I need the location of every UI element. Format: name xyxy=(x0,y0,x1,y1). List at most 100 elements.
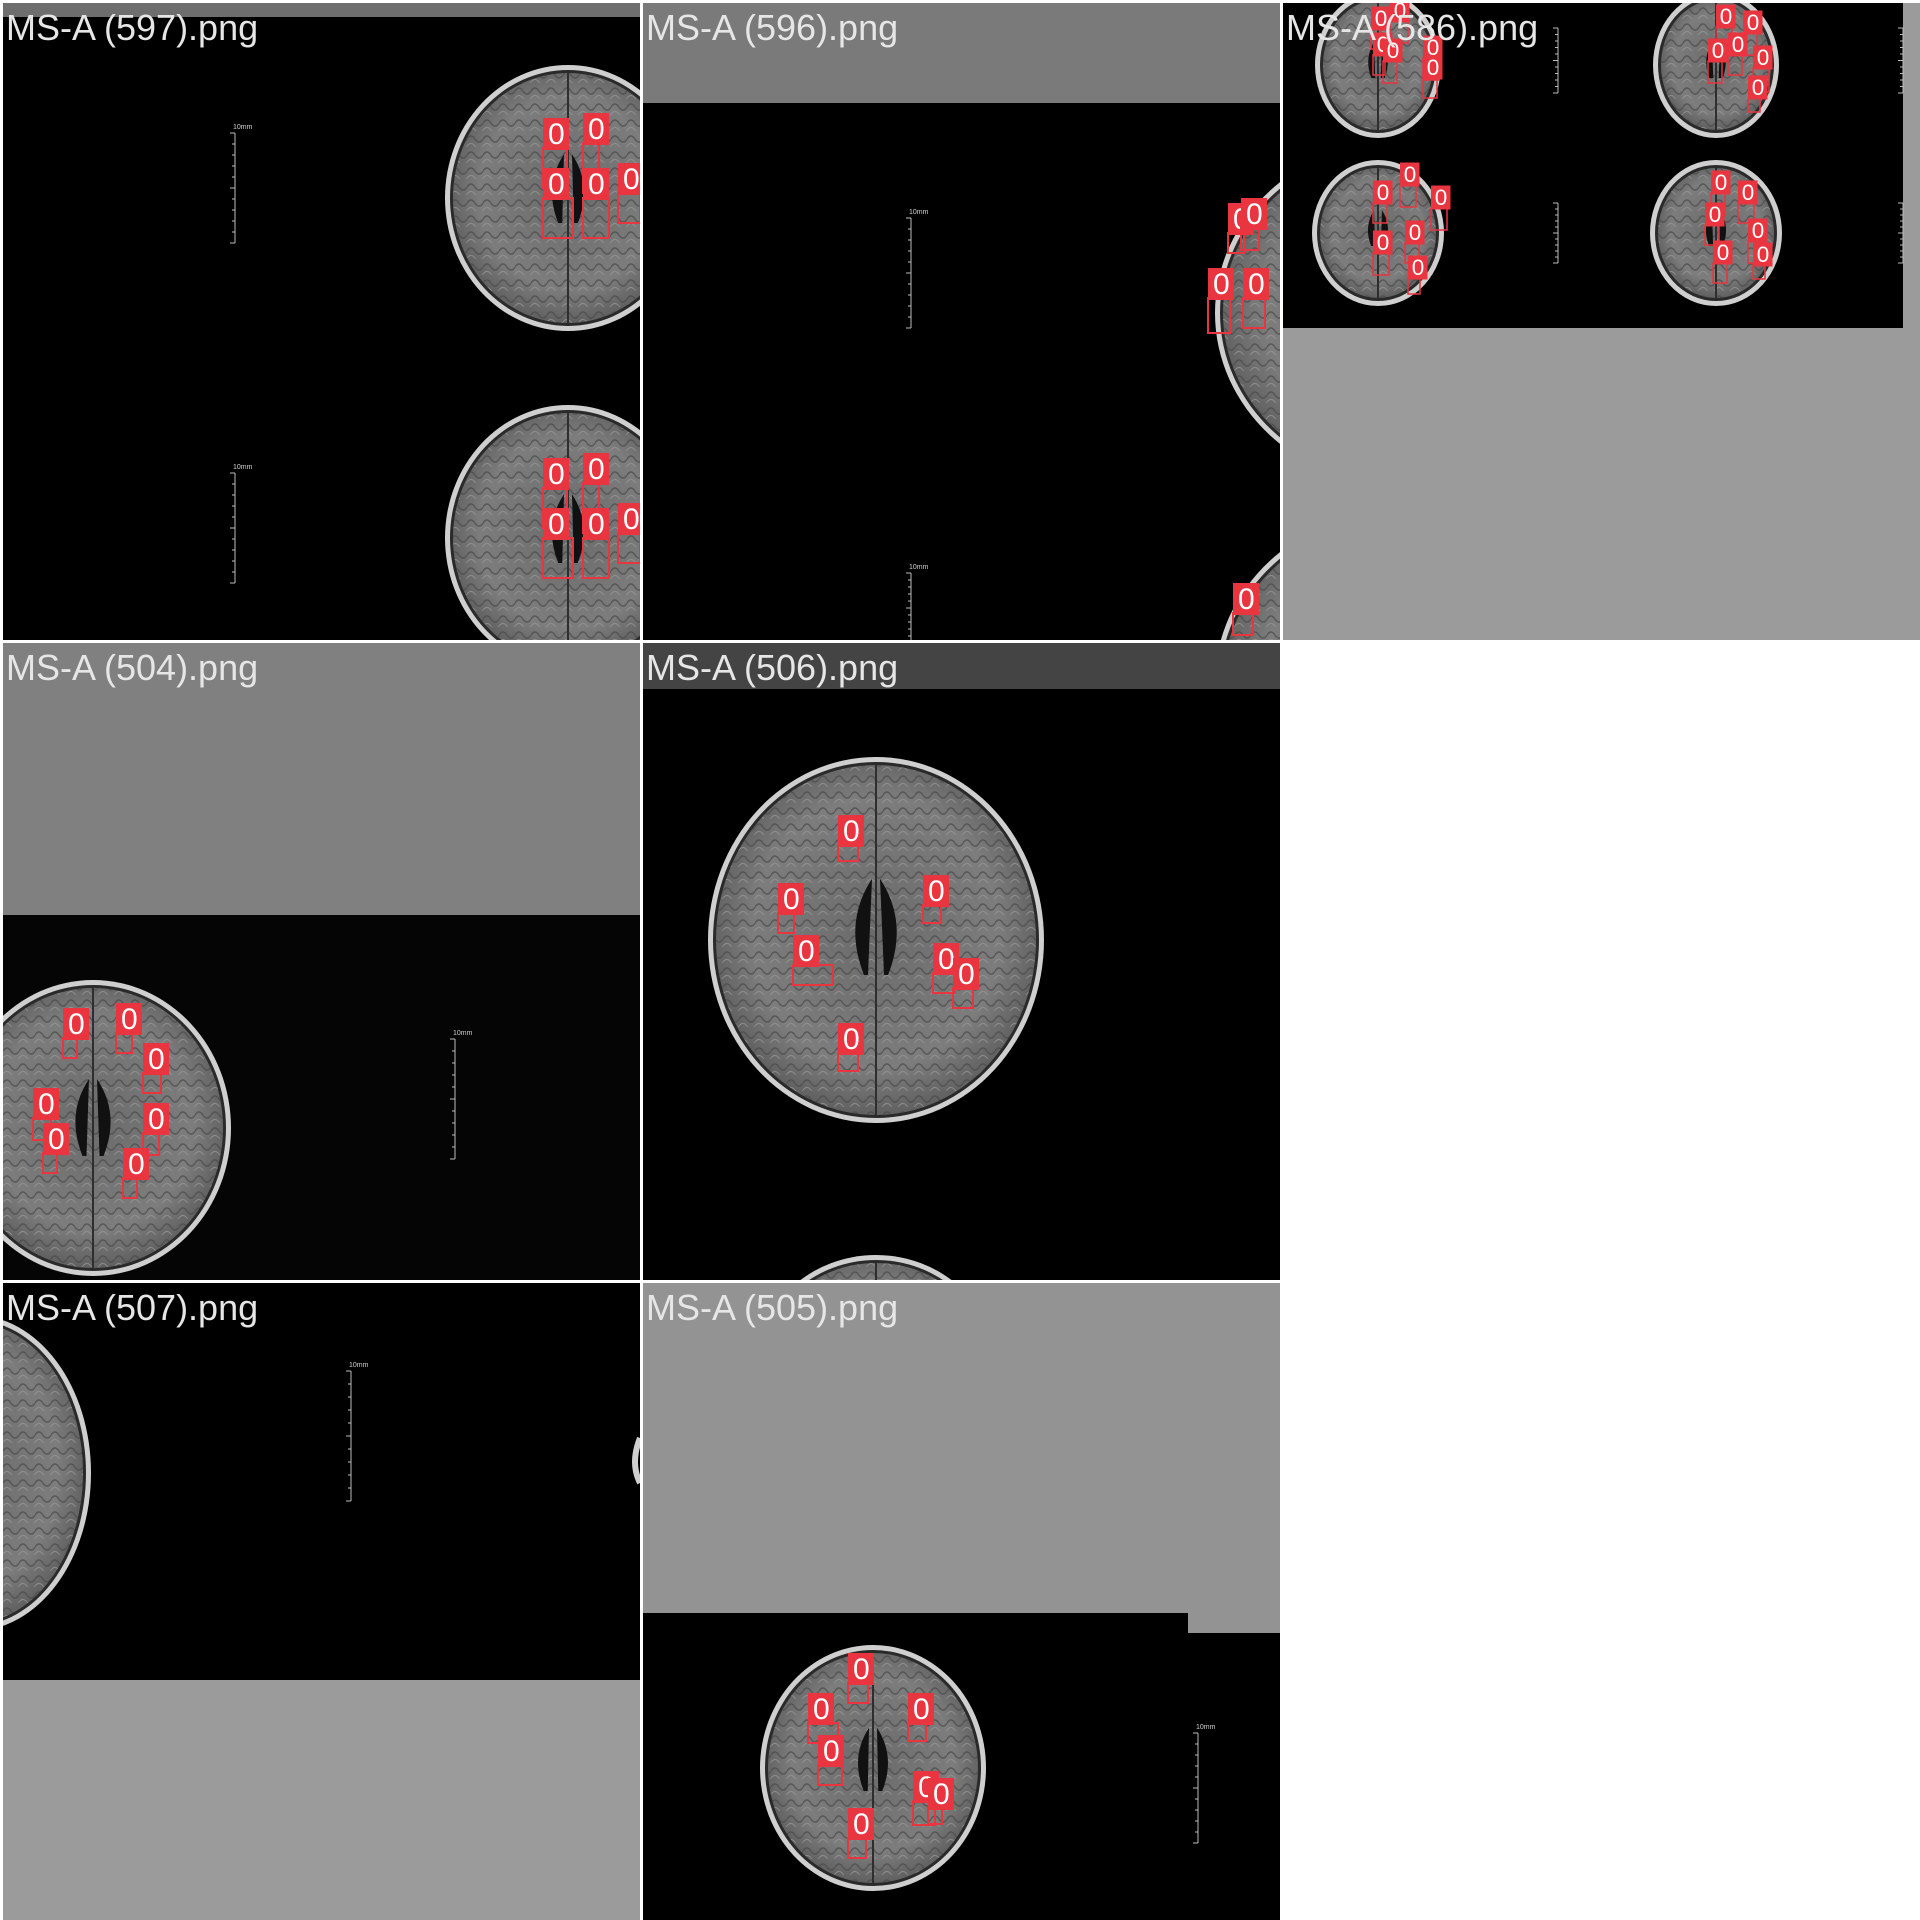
lesion-detection: 0 xyxy=(1372,180,1393,224)
lesion-detection: 0 xyxy=(1712,240,1733,284)
lesion-class-label: 0 xyxy=(128,1148,145,1181)
lesion-class-label: 0 xyxy=(1435,185,1448,210)
lesion-class-label: 0 xyxy=(1757,45,1770,70)
lesion-detection: 0 xyxy=(922,875,949,924)
lesion-class-label: 0 xyxy=(1238,583,1255,616)
lesion-detection: 0 xyxy=(1242,268,1269,329)
image-tile-504[interactable]: 10mm 0 0 0 0 0 0 0 MS-A (504).png xyxy=(3,643,640,1280)
lesion-class-label: 0 xyxy=(588,113,605,146)
scan-canvas: 000000000000000000000000 xyxy=(1283,3,1920,640)
lesion-class-label: 0 xyxy=(1248,268,1265,301)
lesion-detection: 0 xyxy=(1422,35,1443,81)
lesion-detection: 0 xyxy=(582,508,610,579)
brain-scan-slice xyxy=(1315,3,1441,138)
scale-bar-label: 10mm xyxy=(1196,1724,1216,1731)
lesion-class-label: 0 xyxy=(68,1008,85,1041)
lesion-detection: 0 xyxy=(1207,268,1234,334)
lesion-detection: 0 xyxy=(582,168,610,239)
image-tile-597[interactable]: 10mm 10mm 0 0 0 0 0 0 0 0 0 0 MS-A (597).png xyxy=(3,3,640,640)
brain-scan-slice xyxy=(800,1255,952,1280)
scale-bar: 10mm xyxy=(230,464,253,584)
lesion-detection: 0 xyxy=(1727,32,1748,76)
lesion-class-label: 0 xyxy=(623,163,640,196)
lesion-detection: 0 xyxy=(1404,220,1425,264)
lesion-detection: 0 xyxy=(952,958,979,1009)
lesion-class-label: 0 xyxy=(1717,240,1730,265)
brain-scan-slice xyxy=(1215,182,1280,444)
lesion-class-label: 0 xyxy=(1752,218,1765,243)
scale-bar-label: 10mm xyxy=(233,464,253,471)
lesion-class-label: 0 xyxy=(798,935,815,968)
lesion-detection: 0 xyxy=(1372,230,1393,276)
lesion-detection: 0 xyxy=(847,1808,874,1859)
lesion-class-label: 0 xyxy=(1709,202,1722,227)
top-band-step xyxy=(1188,1613,1280,1633)
lesion-class-label: 0 xyxy=(38,1088,55,1121)
lesion-class-label: 0 xyxy=(48,1123,65,1156)
lesion-class-label: 0 xyxy=(938,943,955,976)
lesion-detection: 0 xyxy=(115,1003,142,1054)
lesion-class-label: 0 xyxy=(1742,180,1755,205)
scale-bar xyxy=(1898,27,1904,94)
lesion-class-label: 0 xyxy=(1387,38,1400,63)
lesion-class-label: 0 xyxy=(588,508,605,541)
lesion-detection: 0 xyxy=(142,1043,169,1094)
lesion-detection: 0 xyxy=(542,168,574,239)
image-tile-505[interactable]: 10mm 0 0 0 0 0 0 0 MS-A (505).png xyxy=(643,1283,1280,1920)
scale-bar: 10mm xyxy=(906,209,929,329)
scan-region xyxy=(3,1283,640,1680)
image-tile-507[interactable]: 10mm MS-A (507).png xyxy=(3,1283,640,1920)
lesion-class-label: 0 xyxy=(1427,55,1440,80)
lesion-class-label: 0 xyxy=(148,1043,165,1076)
scale-bar: 10mm xyxy=(1193,1724,1216,1844)
lesion-class-label: 0 xyxy=(1427,35,1440,60)
lesion-class-label: 0 xyxy=(913,1693,930,1726)
lesion-detection: 0 xyxy=(1407,255,1428,295)
lesion-detection: 0 xyxy=(1747,75,1768,113)
top-band xyxy=(643,643,1280,689)
brain-scan-slice xyxy=(3,1320,91,1626)
lesion-class-label: 0 xyxy=(548,458,565,491)
lesion-detection: 0 xyxy=(1240,198,1267,251)
scale-bar-label: 10mm xyxy=(453,1030,473,1037)
lesion-detection: 0 xyxy=(617,163,640,224)
lesion-class-label: 0 xyxy=(588,453,605,486)
scale-bar-label: 10mm xyxy=(349,1362,369,1369)
lesion-detection: 0 xyxy=(142,1103,169,1156)
lesion-detection: 0 xyxy=(1430,185,1451,231)
lesion-detection: 0 xyxy=(817,1735,844,1786)
lesion-class-label: 0 xyxy=(933,1778,950,1811)
top-band xyxy=(3,3,640,17)
lesion-detection: 0 xyxy=(582,113,609,194)
brain-scan-slice xyxy=(708,757,1044,1123)
lesion-detection: 0 xyxy=(1752,242,1773,280)
brain-edge xyxy=(632,1436,640,1485)
lesion-detection: 0 xyxy=(62,1008,89,1059)
lesion-detection: 0 xyxy=(1707,38,1728,84)
scan-canvas: 00 00 0 00 xyxy=(643,643,1280,1280)
scale-bar: 10mm xyxy=(230,124,253,244)
lesion-class-label: 0 xyxy=(1757,242,1770,267)
scale-bar xyxy=(1553,202,1559,264)
lesion-detection: 0 xyxy=(1737,180,1758,224)
lesion-class-label: 0 xyxy=(1394,3,1407,23)
top-band xyxy=(643,1283,1280,1613)
lesion-class-label: 0 xyxy=(548,168,565,201)
lesion-class-label: 0 xyxy=(1246,198,1263,231)
lesion-class-label: 0 xyxy=(148,1103,165,1136)
lesion-class-label: 0 xyxy=(548,118,565,151)
lesion-detection: 0 xyxy=(932,943,959,994)
lesion-detection: 0 xyxy=(1389,3,1410,44)
image-tile-586[interactable]: 000000000000000000000000 MS-A (586).png xyxy=(1283,3,1920,640)
lesion-detection: 0 xyxy=(1704,202,1725,246)
lesion-class-label: 0 xyxy=(783,883,800,916)
scale-bar-label: 10mm xyxy=(233,124,253,131)
lesion-detection: 0 xyxy=(837,815,864,862)
lesion-class-label: 0 xyxy=(623,503,640,536)
lesion-class-label: 0 xyxy=(853,1808,870,1841)
